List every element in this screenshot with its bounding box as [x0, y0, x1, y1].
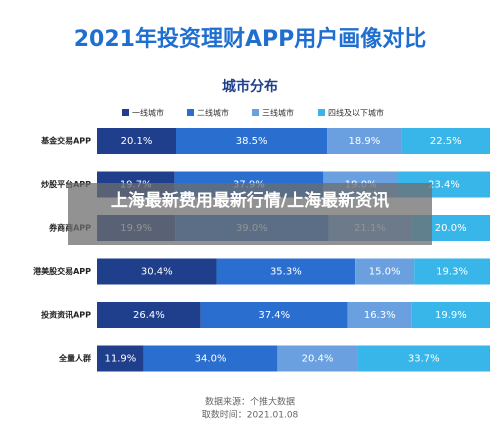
source: 数据来源：个推大数据: [205, 396, 295, 408]
value-label: 30.4%: [141, 267, 173, 278]
value-label: 11.9%: [104, 354, 136, 365]
bar-segment: [97, 128, 176, 154]
bar-segment: [216, 258, 356, 285]
bar-segment: [401, 128, 490, 154]
legend-label: 四线及以下城市: [328, 108, 384, 118]
bar-segment: [414, 258, 490, 285]
value-label: 23.4%: [428, 180, 460, 191]
bar-segment: [347, 302, 412, 328]
legend-label: 二线城市: [197, 108, 229, 118]
bar-segment: [200, 302, 348, 328]
bar-segment: [411, 302, 490, 328]
value-label: 19.9%: [435, 310, 467, 321]
legend-label: 一线城市: [132, 108, 164, 118]
value-label: 19.3%: [436, 267, 468, 278]
bar-segment: [143, 345, 278, 372]
bar-segment: [357, 345, 490, 372]
value-label: 20.1%: [121, 136, 153, 147]
date: 取数时间：2021.01.08: [202, 409, 299, 421]
legend-swatch: [252, 109, 259, 116]
value-label: 26.4%: [133, 310, 165, 321]
chart-subtitle: 城市分布: [222, 78, 278, 95]
bar-segment: [327, 128, 402, 154]
y-tick-label: 基金交易APP: [40, 136, 91, 146]
bar-segment: [97, 302, 201, 328]
value-label: 33.7%: [408, 354, 440, 365]
value-label: 16.3%: [364, 310, 396, 321]
value-label: 37.4%: [258, 310, 290, 321]
legend-swatch: [187, 109, 194, 116]
bar-segment: [97, 345, 144, 372]
bar-segment: [277, 345, 358, 372]
bar-segment: [175, 128, 328, 154]
bar-segment: [355, 258, 415, 285]
y-tick-label: 全量人群: [58, 353, 91, 363]
value-label: 20.4%: [302, 354, 334, 365]
value-label: 22.5%: [430, 136, 462, 147]
legend-swatch: [122, 109, 129, 116]
y-tick-label: 炒股平台APP: [41, 179, 91, 189]
legend-swatch: [318, 109, 325, 116]
chart-title: 2021年投资理财APP用户画像对比: [74, 26, 427, 52]
y-tick-label: 投资资讯APP: [41, 310, 91, 320]
legend-label: 三线城市: [262, 108, 294, 118]
overlay-text: 上海最新费用最新行情/上海最新资讯: [68, 183, 432, 245]
value-label: 15.0%: [369, 267, 401, 278]
value-label: 18.9%: [349, 136, 381, 147]
bar-segment: [97, 258, 217, 285]
value-label: 35.3%: [270, 267, 302, 278]
value-label: 20.0%: [435, 223, 467, 234]
y-tick-label: 港美股交易APP: [33, 266, 91, 276]
value-label: 34.0%: [195, 354, 227, 365]
value-label: 38.5%: [236, 136, 268, 147]
